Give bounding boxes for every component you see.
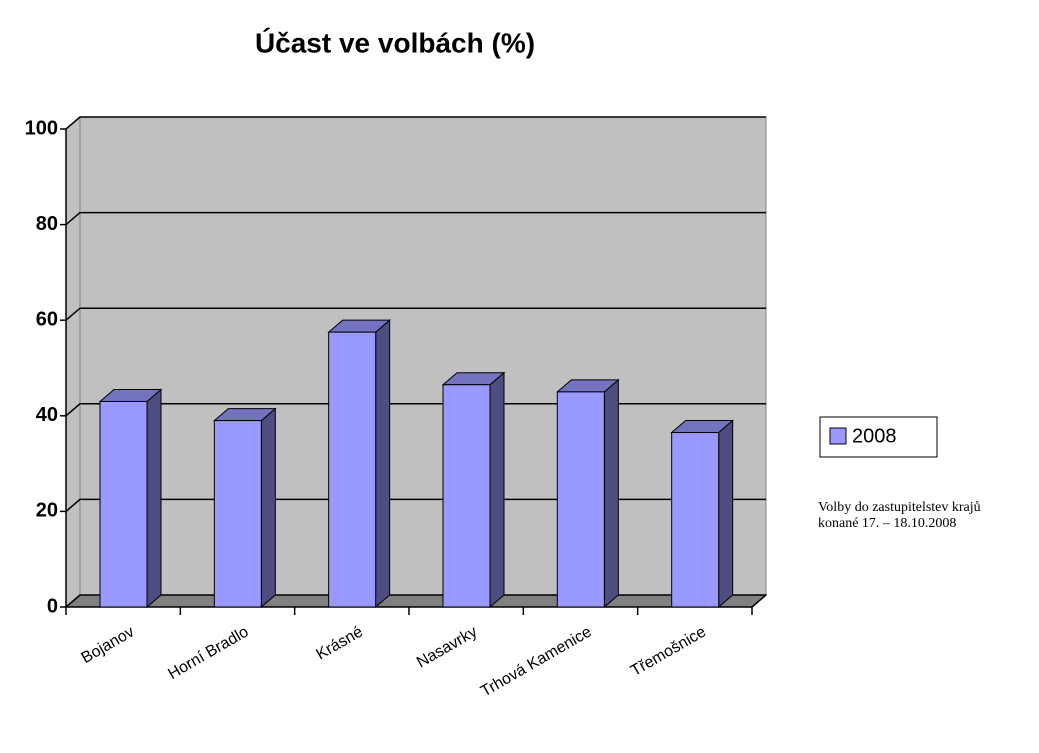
side-wall bbox=[65, 115, 81, 609]
grid-line bbox=[65, 403, 766, 417]
bar-side bbox=[146, 388, 162, 609]
grid-line bbox=[65, 594, 766, 608]
bar bbox=[99, 400, 148, 608]
back-wall bbox=[79, 116, 767, 596]
bar-side bbox=[260, 407, 276, 609]
x-tick-label: Trhová Kamenice bbox=[478, 623, 595, 700]
x-tick-label: Krásné bbox=[314, 623, 366, 663]
y-tick-label: 0 bbox=[47, 595, 58, 617]
grid-line bbox=[65, 211, 766, 226]
grid-line bbox=[65, 498, 766, 512]
bar bbox=[213, 420, 262, 608]
legend-swatch bbox=[829, 427, 847, 445]
grid-line bbox=[65, 116, 766, 130]
bar-side bbox=[375, 319, 391, 609]
bar-side bbox=[489, 371, 505, 609]
bar bbox=[556, 391, 605, 608]
bar bbox=[671, 432, 720, 608]
legend-label: 2008 bbox=[852, 425, 897, 447]
floor bbox=[64, 594, 768, 608]
x-tick-label: Bojanov bbox=[79, 623, 138, 667]
note: Volby do zastupitelstev krajů konané 17.… bbox=[818, 500, 981, 531]
bar-side bbox=[718, 419, 734, 609]
bar bbox=[442, 384, 491, 608]
y-tick-label: 100 bbox=[25, 117, 58, 139]
grid-line bbox=[65, 307, 766, 321]
x-tick-label: Třemošnice bbox=[628, 623, 709, 680]
bar-side bbox=[603, 378, 619, 609]
bar bbox=[328, 331, 377, 608]
chart-title: Účast ve volbách (%) bbox=[255, 27, 535, 58]
y-tick-label: 40 bbox=[36, 404, 58, 426]
y-tick-label: 60 bbox=[36, 308, 58, 330]
y-tick-label: 80 bbox=[36, 213, 58, 235]
x-tick-label: Nasavrky bbox=[414, 623, 480, 671]
y-tick-label: 20 bbox=[36, 500, 58, 522]
x-tick-label: Horní Bradlo bbox=[165, 623, 251, 683]
x-axis-end bbox=[751, 594, 767, 608]
